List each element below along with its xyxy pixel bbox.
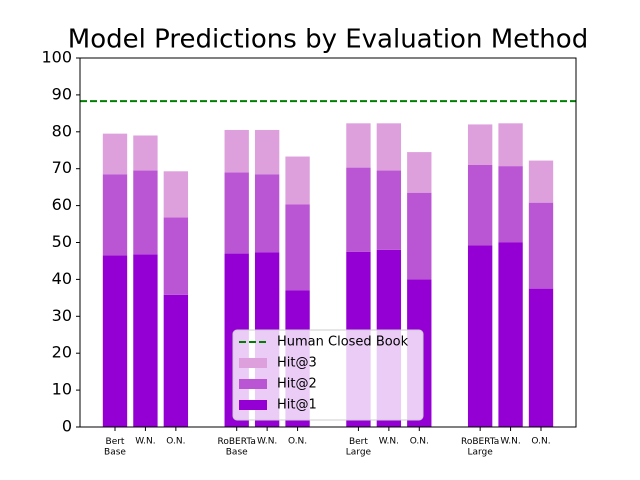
bar-segment [498,123,523,167]
x-tick-label: RoBERTa Large [461,437,499,457]
legend-label: Human Closed Book [277,335,409,350]
bar-segment [528,202,554,289]
y-tick-label: 60 [52,195,72,214]
y-tick-label: 50 [52,232,72,251]
bar-segment [376,123,402,171]
bar-segment [528,288,554,427]
bar-segment [407,192,432,280]
legend-swatch [239,358,267,368]
bar-segment [224,172,249,254]
y-tick-label: 100 [41,48,72,67]
y-tick-label: 80 [52,121,72,140]
y-tick-label: 20 [52,343,72,362]
y-tick-label: 90 [52,84,72,103]
y-tick-label: 30 [52,306,72,325]
bar-segment [346,167,371,252]
x-tick-label: O.N. [166,437,185,447]
bar-segment [224,129,249,173]
bar-segment [102,174,128,256]
legend-box [232,329,424,421]
x-tick-label: W.N. [135,437,155,447]
y-tick-label: 10 [52,380,72,399]
bar-segment [376,170,402,250]
bar-segment [163,217,189,295]
plot-frame [79,57,577,428]
chart-title: Model Predictions by Evaluation Method [68,25,588,55]
x-tick-label: RoBERTa Base [218,437,256,457]
bar-segment [285,204,310,291]
bar-segment [102,255,128,427]
bar-segment [254,129,280,175]
bar-segment [346,123,371,168]
legend: Human Closed Book Hit@3 Hit@2 Hit@1 [232,329,424,421]
bar-segment [498,242,523,427]
legend-swatch [239,379,267,389]
bar-segment [467,165,493,246]
legend-label: Hit@2 [277,377,317,392]
bar-segment [285,156,310,205]
bar-segment [133,170,158,255]
y-tick-label: 70 [52,158,72,177]
x-tick-label: O.N. [531,437,550,447]
bar-segment [163,294,189,427]
x-tick-label: O.N. [288,437,307,447]
x-tick-label: W.N. [257,437,277,447]
bar-segment [102,133,128,175]
y-tick-label: 40 [52,269,72,288]
bar-segment [254,174,280,253]
bar-segment [467,124,493,166]
x-tick-label: Bert Base [104,437,126,457]
bar-segment [467,245,493,427]
bar-segment [528,160,554,203]
bar-segment [163,171,189,218]
bar-segment [407,152,432,193]
x-tick-label: W.N. [500,437,520,447]
y-tick-label: 0 [62,417,72,436]
legend-label: Hit@1 [277,398,317,413]
x-tick-label: O.N. [410,437,429,447]
legend-label: Hit@3 [277,356,317,371]
legend-swatch [239,400,267,410]
bar-segment [133,135,158,171]
x-tick-label: Bert Large [346,437,372,457]
bar-segment [133,254,158,427]
x-tick-label: W.N. [379,437,399,447]
bar-segment [498,166,523,243]
